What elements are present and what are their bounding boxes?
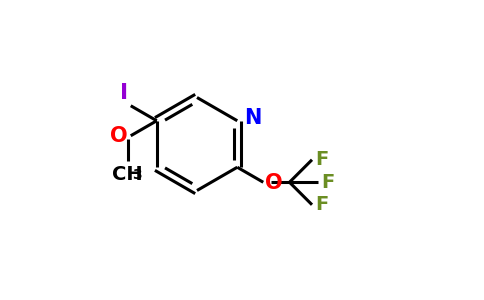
Text: F: F	[315, 195, 328, 214]
Text: F: F	[315, 150, 328, 169]
Text: CH: CH	[112, 165, 142, 184]
Text: O: O	[110, 126, 128, 146]
Text: O: O	[265, 173, 282, 193]
Text: F: F	[321, 173, 334, 192]
Text: N: N	[244, 108, 261, 128]
Text: 3: 3	[133, 168, 142, 182]
Text: I: I	[120, 83, 128, 103]
